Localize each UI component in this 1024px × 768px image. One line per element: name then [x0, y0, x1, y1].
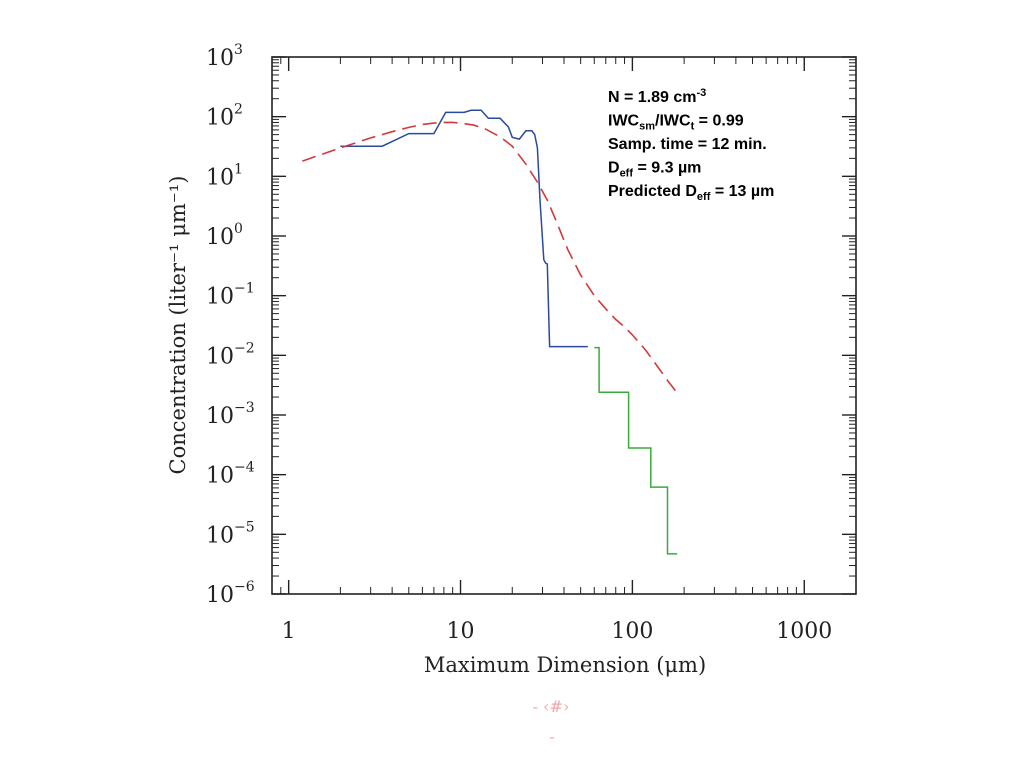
- y-tick-label: 103: [206, 42, 243, 71]
- y-tick-label: 10−4: [206, 460, 255, 489]
- y-tick-label: 101: [206, 161, 243, 190]
- minor-ticks: [271, 57, 857, 594]
- x-tick-label: 10: [447, 619, 475, 644]
- x-tick-labels: 1 10 100 1000: [282, 619, 833, 644]
- y-tick-label: 102: [206, 102, 243, 131]
- x-tick-label: 1: [282, 619, 296, 644]
- y-tick-label: 10−3: [206, 400, 255, 429]
- series-layer: [302, 109, 679, 555]
- annotation-line: Predicted Deff = 13 µm: [608, 183, 774, 203]
- y-tick-labels: 10−6 10−5 10−4 10−3 10−2 10−1 100 101 102 103: [206, 42, 255, 608]
- annotation-line: Samp. time = 12 min.: [608, 136, 767, 153]
- major-ticks: [272, 56, 856, 595]
- x-tick-label: 1000: [776, 619, 832, 644]
- annotation-line: N = 1.89 cm-3: [608, 87, 706, 106]
- x-axis-title: Maximum Dimension (μm): [424, 653, 706, 677]
- plot-frame: [271, 56, 857, 595]
- annotation-line: IWCsm/IWCt = 0.99: [608, 113, 744, 133]
- series-line-1: [340, 109, 588, 348]
- x-tick-label: 100: [611, 619, 653, 644]
- y-axis-title: Concentration (liter⁻¹ μm⁻¹): [166, 176, 190, 475]
- series-line-3: [302, 121, 679, 396]
- y-tick-label: 100: [206, 221, 243, 250]
- series-line-2: [594, 346, 678, 555]
- slide-number: - ‹#›: [533, 697, 570, 716]
- annotation-block: N = 1.89 cm-3 IWCsm/IWCt = 0.99 Samp. time…: [608, 87, 774, 203]
- y-tick-label: 10−5: [206, 519, 255, 548]
- footer-dash: -: [549, 727, 554, 746]
- y-tick-label: 10−2: [206, 340, 255, 369]
- y-tick-label: 10−1: [206, 281, 255, 310]
- y-tick-label: 10−6: [206, 579, 255, 608]
- annotation-line: Deff = 9.3 µm: [608, 160, 701, 180]
